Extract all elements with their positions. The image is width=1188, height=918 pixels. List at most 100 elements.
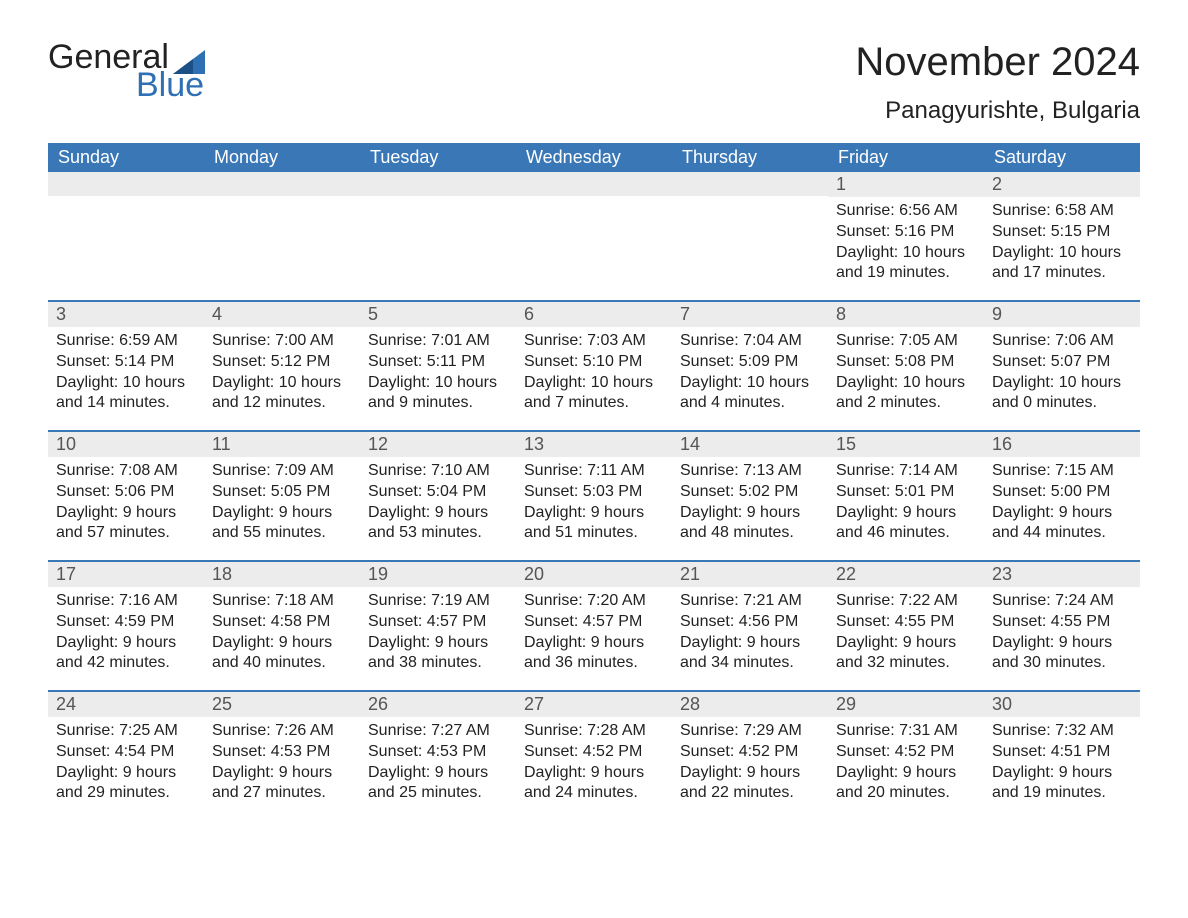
day-header: Thursday <box>672 143 828 172</box>
dl1-text: Daylight: 9 hours <box>992 763 1132 784</box>
dl2-text: and 19 minutes. <box>992 783 1132 804</box>
day-header: Friday <box>828 143 984 172</box>
cell-body: Sunrise: 7:03 AMSunset: 5:10 PMDaylight:… <box>516 327 672 422</box>
day-header: Sunday <box>48 143 204 172</box>
sunrise-text: Sunrise: 7:19 AM <box>368 591 508 612</box>
sunset-text: Sunset: 4:53 PM <box>212 742 352 763</box>
cell-body: Sunrise: 7:09 AMSunset: 5:05 PMDaylight:… <box>204 457 360 552</box>
dl2-text: and 0 minutes. <box>992 393 1132 414</box>
title-block: November 2024 Panagyurishte, Bulgaria <box>855 40 1140 125</box>
day-header: Monday <box>204 143 360 172</box>
cell-body: Sunrise: 7:11 AMSunset: 5:03 PMDaylight:… <box>516 457 672 552</box>
dl1-text: Daylight: 9 hours <box>524 763 664 784</box>
dl1-text: Daylight: 9 hours <box>836 503 976 524</box>
sunset-text: Sunset: 5:01 PM <box>836 482 976 503</box>
calendar-cell: 19 Sunrise: 7:19 AMSunset: 4:57 PMDayligh… <box>360 562 516 690</box>
day-header: Saturday <box>984 143 1140 172</box>
week-row: 10Sunrise: 7:08 AMSunset: 5:06 PMDayligh… <box>48 430 1140 560</box>
dl2-text: and 14 minutes. <box>56 393 196 414</box>
calendar-cell: 24Sunrise: 7:25 AMSunset: 4:54 PMDayligh… <box>48 692 204 820</box>
dl2-text: and 40 minutes. <box>212 653 352 674</box>
location: Panagyurishte, Bulgaria <box>855 97 1140 125</box>
sunset-text: Sunset: 4:54 PM <box>56 742 196 763</box>
sunrise-text: Sunrise: 7:31 AM <box>836 721 976 742</box>
date-number: 29 <box>828 692 984 717</box>
sunset-text: Sunset: 4:53 PM <box>368 742 508 763</box>
sunset-text: Sunset: 4:51 PM <box>992 742 1132 763</box>
dl2-text: and 53 minutes. <box>368 523 508 544</box>
date-number: 6 <box>516 302 672 327</box>
dl2-text: and 4 minutes. <box>680 393 820 414</box>
sunrise-text: Sunrise: 7:08 AM <box>56 461 196 482</box>
dl1-text: Daylight: 9 hours <box>212 503 352 524</box>
dl2-text: and 57 minutes. <box>56 523 196 544</box>
day-header: Tuesday <box>360 143 516 172</box>
dl2-text: and 25 minutes. <box>368 783 508 804</box>
sunset-text: Sunset: 5:12 PM <box>212 352 352 373</box>
dl1-text: Daylight: 9 hours <box>992 633 1132 654</box>
sunrise-text: Sunrise: 7:05 AM <box>836 331 976 352</box>
dl1-text: Daylight: 9 hours <box>56 763 196 784</box>
cell-body: Sunrise: 7:28 AMSunset: 4:52 PMDaylight:… <box>516 717 672 812</box>
dl1-text: Daylight: 9 hours <box>212 633 352 654</box>
sunset-text: Sunset: 5:14 PM <box>56 352 196 373</box>
calendar-cell: 23Sunrise: 7:24 AMSunset: 4:55 PMDayligh… <box>984 562 1140 690</box>
date-number: 30 <box>984 692 1140 717</box>
sunrise-text: Sunrise: 7:15 AM <box>992 461 1132 482</box>
dl2-text: and 19 minutes. <box>836 263 976 284</box>
date-number: 15 <box>828 432 984 457</box>
calendar-cell: 25Sunrise: 7:26 AMSunset: 4:53 PMDayligh… <box>204 692 360 820</box>
dl1-text: Daylight: 9 hours <box>680 503 820 524</box>
dl2-text: and 22 minutes. <box>680 783 820 804</box>
sunset-text: Sunset: 4:58 PM <box>212 612 352 633</box>
dl1-text: Daylight: 10 hours <box>56 373 196 394</box>
dl1-text: Daylight: 9 hours <box>368 633 508 654</box>
sunrise-text: Sunrise: 7:03 AM <box>524 331 664 352</box>
dl2-text: and 38 minutes. <box>368 653 508 674</box>
calendar-cell: 20Sunrise: 7:20 AMSunset: 4:57 PMDayligh… <box>516 562 672 690</box>
sunset-text: Sunset: 5:07 PM <box>992 352 1132 373</box>
cell-body: Sunrise: 7:25 AMSunset: 4:54 PMDaylight:… <box>48 717 204 812</box>
date-number: 11 <box>204 432 360 457</box>
date-number <box>48 172 204 196</box>
sunrise-text: Sunrise: 7:10 AM <box>368 461 508 482</box>
cell-body: Sunrise: 6:59 AMSunset: 5:14 PMDaylight:… <box>48 327 204 422</box>
date-number: 8 <box>828 302 984 327</box>
dl2-text: and 55 minutes. <box>212 523 352 544</box>
sunset-text: Sunset: 5:02 PM <box>680 482 820 503</box>
sunset-text: Sunset: 4:52 PM <box>680 742 820 763</box>
sunset-text: Sunset: 4:57 PM <box>368 612 508 633</box>
cell-body: Sunrise: 7:14 AMSunset: 5:01 PMDaylight:… <box>828 457 984 552</box>
calendar-cell: 13Sunrise: 7:11 AMSunset: 5:03 PMDayligh… <box>516 432 672 560</box>
dl1-text: Daylight: 10 hours <box>992 243 1132 264</box>
dl1-text: Daylight: 9 hours <box>212 763 352 784</box>
header: General Blue November 2024 Panagyurishte… <box>48 40 1140 125</box>
sunset-text: Sunset: 4:52 PM <box>836 742 976 763</box>
cell-body: Sunrise: 7:00 AMSunset: 5:12 PMDaylight:… <box>204 327 360 422</box>
dl1-text: Daylight: 10 hours <box>992 373 1132 394</box>
calendar-cell: 3Sunrise: 6:59 AMSunset: 5:14 PMDaylight… <box>48 302 204 430</box>
sunrise-text: Sunrise: 7:04 AM <box>680 331 820 352</box>
cell-body: Sunrise: 7:29 AMSunset: 4:52 PMDaylight:… <box>672 717 828 812</box>
dl2-text: and 27 minutes. <box>212 783 352 804</box>
calendar-cell <box>360 172 516 300</box>
dl2-text: and 36 minutes. <box>524 653 664 674</box>
sunset-text: Sunset: 5:16 PM <box>836 222 976 243</box>
date-number: 2 <box>984 172 1140 197</box>
sunset-text: Sunset: 5:15 PM <box>992 222 1132 243</box>
sunrise-text: Sunrise: 7:22 AM <box>836 591 976 612</box>
sunset-text: Sunset: 5:04 PM <box>368 482 508 503</box>
cell-body: Sunrise: 7:21 AMSunset: 4:56 PMDaylight:… <box>672 587 828 682</box>
dl2-text: and 30 minutes. <box>992 653 1132 674</box>
dl2-text: and 51 minutes. <box>524 523 664 544</box>
cell-body: Sunrise: 7:26 AMSunset: 4:53 PMDaylight:… <box>204 717 360 812</box>
date-number: 10 <box>48 432 204 457</box>
dl1-text: Daylight: 9 hours <box>368 763 508 784</box>
date-number <box>516 172 672 196</box>
date-number: 19 <box>360 562 516 587</box>
dl1-text: Daylight: 9 hours <box>56 633 196 654</box>
sunrise-text: Sunrise: 7:16 AM <box>56 591 196 612</box>
week-row: 17Sunrise: 7:16 AMSunset: 4:59 PMDayligh… <box>48 560 1140 690</box>
sunrise-text: Sunrise: 7:18 AM <box>212 591 352 612</box>
calendar-cell: 27Sunrise: 7:28 AMSunset: 4:52 PMDayligh… <box>516 692 672 820</box>
